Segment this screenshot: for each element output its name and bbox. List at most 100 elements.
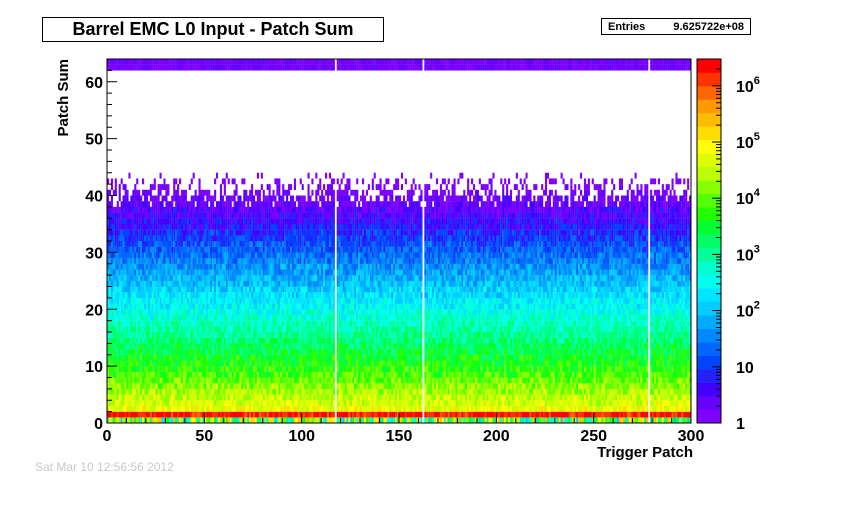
heatmap-cell bbox=[118, 292, 121, 299]
heatmap-cell bbox=[233, 400, 236, 407]
heatmap-cell bbox=[126, 343, 129, 350]
heatmap-cell bbox=[192, 223, 195, 230]
heatmap-cell bbox=[120, 59, 123, 65]
heatmap-cell bbox=[142, 371, 145, 378]
heatmap-cell bbox=[256, 354, 259, 361]
heatmap-cell bbox=[128, 275, 131, 281]
heatmap-cell bbox=[288, 371, 291, 378]
heatmap-cell bbox=[317, 349, 320, 355]
heatmap-cell bbox=[159, 263, 162, 270]
heatmap-cell bbox=[256, 371, 259, 378]
heatmap-cell bbox=[274, 349, 277, 355]
heatmap-cell bbox=[260, 332, 263, 338]
heatmap-cell bbox=[179, 59, 182, 65]
heatmap-cell bbox=[315, 286, 318, 293]
heatmap-cell bbox=[110, 269, 113, 276]
heatmap-cell bbox=[301, 252, 304, 259]
heatmap-cell bbox=[247, 275, 250, 281]
heatmap-cell bbox=[330, 377, 333, 384]
heatmap-cell bbox=[258, 252, 261, 259]
heatmap-cell bbox=[163, 252, 166, 259]
heatmap-cell bbox=[301, 229, 304, 236]
heatmap-cell bbox=[264, 417, 267, 424]
heatmap-cell bbox=[258, 223, 261, 230]
heatmap-cell bbox=[219, 371, 223, 378]
heatmap-cell bbox=[241, 360, 244, 367]
heatmap-cell bbox=[280, 326, 283, 333]
heatmap-cell bbox=[326, 309, 330, 316]
heatmap-cell bbox=[247, 320, 250, 327]
heatmap-cell bbox=[161, 343, 164, 350]
heatmap-cell bbox=[325, 297, 328, 304]
heatmap-cell bbox=[206, 326, 209, 333]
heatmap-cell bbox=[116, 377, 119, 384]
heatmap-cell bbox=[264, 223, 267, 230]
heatmap-cell bbox=[204, 297, 207, 304]
heatmap-cells bbox=[107, 59, 692, 424]
heatmap-cell bbox=[253, 223, 256, 230]
heatmap-cell bbox=[157, 360, 160, 367]
heatmap-cell bbox=[309, 371, 312, 378]
heatmap-cell bbox=[319, 178, 322, 185]
heatmap-cell bbox=[112, 59, 115, 65]
heatmap-cell bbox=[217, 383, 221, 390]
heatmap-cell bbox=[321, 275, 324, 281]
heatmap-cell bbox=[212, 400, 215, 407]
heatmap-cell bbox=[173, 218, 176, 225]
heatmap-cell bbox=[243, 354, 246, 361]
heatmap-cell bbox=[190, 229, 193, 236]
heatmap-cell bbox=[120, 394, 123, 401]
heatmap-cell bbox=[288, 229, 291, 236]
heatmap-cell bbox=[147, 189, 150, 196]
heatmap-cell bbox=[266, 223, 269, 230]
heatmap-cell bbox=[256, 388, 259, 395]
heatmap-cell bbox=[237, 286, 240, 293]
heatmap-cell bbox=[284, 229, 287, 236]
heatmap-cell bbox=[188, 320, 191, 327]
heatmap-cell bbox=[237, 417, 240, 424]
heatmap-cell bbox=[161, 184, 164, 190]
heatmap-cell bbox=[114, 400, 117, 407]
heatmap-cell bbox=[186, 59, 189, 65]
heatmap-cell bbox=[118, 223, 121, 230]
heatmap-cell bbox=[254, 206, 258, 213]
heatmap-cell bbox=[136, 195, 139, 202]
heatmap-cell bbox=[161, 309, 164, 316]
heatmap-cell bbox=[145, 189, 149, 196]
heatmap-cell bbox=[266, 246, 269, 253]
heatmap-cell bbox=[206, 235, 209, 242]
heatmap-cell bbox=[107, 354, 110, 361]
heatmap-cell bbox=[315, 388, 318, 395]
heatmap-cell bbox=[192, 195, 195, 202]
heatmap-cell bbox=[239, 366, 242, 372]
heatmap-cell bbox=[330, 286, 333, 293]
heatmap-cell bbox=[136, 269, 139, 276]
heatmap-cell bbox=[196, 206, 199, 213]
heatmap-cell bbox=[233, 337, 236, 344]
heatmap-cell bbox=[266, 258, 269, 264]
heatmap-cell bbox=[159, 337, 162, 344]
heatmap-cell bbox=[120, 292, 123, 299]
heatmap-cell bbox=[303, 59, 306, 65]
heatmap-cell bbox=[293, 354, 296, 361]
heatmap-cell bbox=[293, 201, 296, 208]
heatmap-cell bbox=[194, 269, 197, 276]
heatmap-cell bbox=[142, 343, 145, 350]
heatmap-cell bbox=[262, 371, 265, 378]
heatmap-cell bbox=[291, 286, 295, 293]
heatmap-cell bbox=[313, 314, 316, 321]
heatmap-cell bbox=[210, 218, 213, 225]
heatmap-cell bbox=[208, 269, 211, 276]
heatmap-cell bbox=[173, 349, 176, 355]
heatmap-cell bbox=[190, 303, 193, 310]
heatmap-cell bbox=[128, 371, 131, 378]
heatmap-cell bbox=[165, 326, 168, 333]
heatmap-cell bbox=[194, 252, 197, 259]
heatmap-cell bbox=[278, 269, 281, 276]
heatmap-cell bbox=[326, 241, 330, 247]
heatmap-cell bbox=[173, 354, 176, 361]
heatmap-cell bbox=[118, 218, 121, 225]
heatmap-cell bbox=[328, 292, 332, 299]
heatmap-cell bbox=[326, 383, 330, 390]
heatmap-cell bbox=[155, 59, 158, 65]
